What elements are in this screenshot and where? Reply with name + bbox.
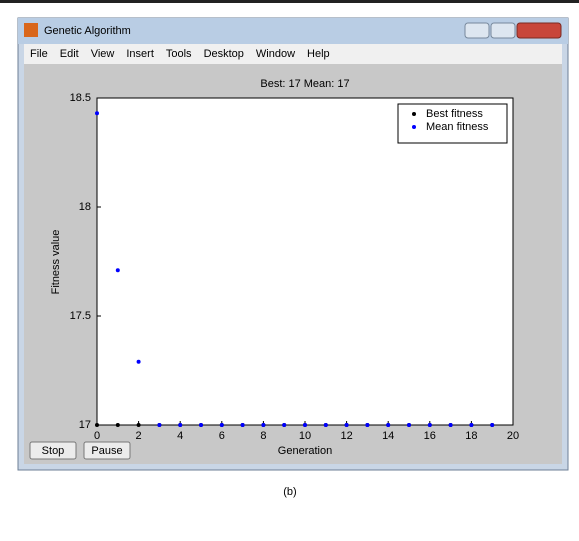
menu-item[interactable]: File	[30, 48, 48, 60]
point	[490, 423, 494, 427]
point	[137, 423, 141, 427]
x-tick-label: 14	[382, 430, 394, 442]
menu-item[interactable]: View	[91, 48, 115, 60]
point	[178, 423, 182, 427]
point	[428, 423, 432, 427]
point	[95, 111, 99, 115]
y-tick-label: 18.5	[70, 92, 91, 104]
point	[365, 423, 369, 427]
menu-item[interactable]: Window	[256, 48, 295, 60]
x-tick-label: 2	[136, 430, 142, 442]
menu-item[interactable]: Tools	[166, 48, 192, 60]
x-tick-label: 0	[94, 430, 100, 442]
window-title: Genetic Algorithm	[44, 25, 131, 37]
caption: (b)	[283, 486, 296, 498]
x-tick-label: 10	[299, 430, 311, 442]
menu-item[interactable]: Edit	[60, 48, 79, 60]
menu-item[interactable]: Insert	[126, 48, 154, 60]
axes	[97, 98, 513, 425]
legend-marker	[412, 112, 416, 116]
y-tick-label: 18	[79, 201, 91, 213]
x-tick-label: 20	[507, 430, 519, 442]
point	[199, 423, 203, 427]
point	[282, 423, 286, 427]
button-label[interactable]: Pause	[91, 445, 122, 457]
legend-label: Best fitness	[426, 108, 483, 120]
close-button[interactable]	[517, 23, 561, 38]
x-tick-label: 18	[465, 430, 477, 442]
x-tick-label: 12	[340, 430, 352, 442]
x-tick-label: 8	[260, 430, 266, 442]
point	[157, 423, 161, 427]
minimize-button[interactable]	[465, 23, 489, 38]
x-axis-label: Generation	[278, 445, 332, 457]
x-tick-label: 6	[219, 430, 225, 442]
app-icon	[24, 23, 38, 37]
point	[345, 423, 349, 427]
menu-item[interactable]: Help	[307, 48, 330, 60]
point	[241, 423, 245, 427]
point	[469, 423, 473, 427]
point	[220, 423, 224, 427]
x-tick-label: 16	[424, 430, 436, 442]
point	[261, 423, 265, 427]
screenshot: Best: 17 Mean: 17 Generation Fitness val…	[0, 0, 579, 536]
legend-label: Mean fitness	[426, 121, 489, 133]
point	[137, 360, 141, 364]
button-label[interactable]: Stop	[42, 445, 65, 457]
maximize-button[interactable]	[491, 23, 515, 38]
y-axis-label: Fitness value	[50, 230, 62, 295]
legend-marker	[412, 125, 416, 129]
point	[116, 423, 120, 427]
menu-item[interactable]: Desktop	[204, 48, 244, 60]
y-tick-label: 17.5	[70, 310, 91, 322]
point	[95, 423, 99, 427]
y-tick-label: 17	[79, 419, 91, 431]
point	[407, 423, 411, 427]
page: Best: 17 Mean: 17 Generation Fitness val…	[0, 0, 579, 536]
point	[303, 423, 307, 427]
x-tick-label: 4	[177, 430, 183, 442]
chart-title: Best: 17 Mean: 17	[260, 78, 349, 90]
point	[449, 423, 453, 427]
point	[116, 268, 120, 272]
point	[324, 423, 328, 427]
top-rule	[0, 0, 579, 3]
point	[386, 423, 390, 427]
